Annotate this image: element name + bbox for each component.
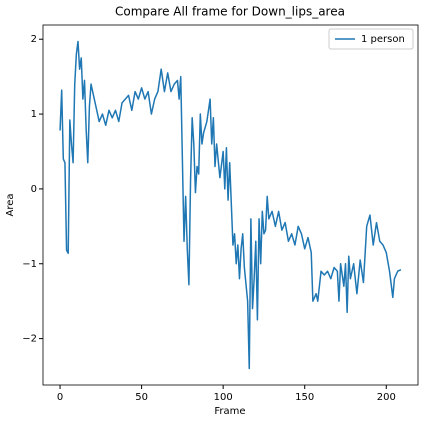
x-tick-label: 0 xyxy=(57,392,63,403)
x-tick-label: 200 xyxy=(377,392,396,403)
x-tick-label: 150 xyxy=(295,392,314,403)
data-line xyxy=(59,40,402,370)
y-axis-label: Area xyxy=(5,193,16,216)
y-tick-label: 1 xyxy=(31,109,37,120)
y-tick-label: 0 xyxy=(31,184,37,195)
y-tick-label: 2 xyxy=(31,34,37,45)
x-axis-label: Frame xyxy=(214,406,245,417)
y-tick-label: −1 xyxy=(22,259,37,270)
y-tick-label: −2 xyxy=(22,334,37,345)
legend-box xyxy=(328,28,414,50)
plot-frame xyxy=(42,24,419,386)
x-tick-label: 50 xyxy=(135,392,148,403)
legend-label: 1 person xyxy=(361,34,405,45)
x-tick-label: 100 xyxy=(214,392,233,403)
chart-title: Compare All frame for Down_lips_area xyxy=(115,5,345,19)
